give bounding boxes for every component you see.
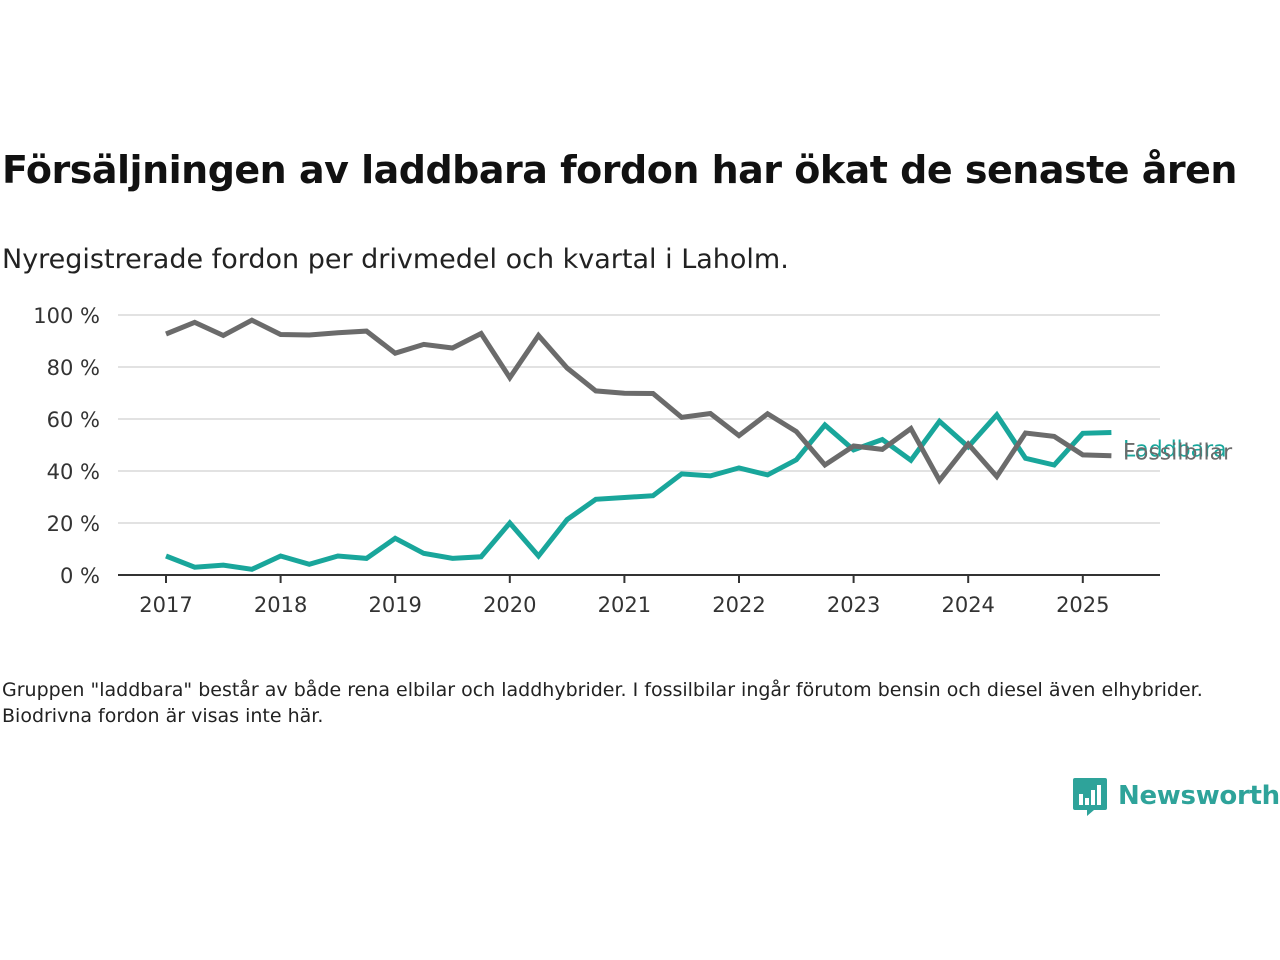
x-tick-label: 2019 [368,593,421,617]
series-label-laddbara: Laddbara [1123,438,1227,463]
x-tick-label: 2020 [483,593,536,617]
x-tick-label: 2024 [941,593,994,617]
y-tick-label: 100 % [33,304,100,328]
x-tick-label: 2021 [598,593,651,617]
x-axis: 2017 2018 2019 2020 2021 2022 2023 2024 2025 [118,574,1160,617]
brand-logo[interactable]: Newsworthy [1072,776,1280,816]
series-label-fossilbilar: Fossilbilar [1123,441,1233,466]
y-tick-label: 60 % [47,408,100,432]
y-axis: 0 % 20 % 40 % 60 % 80 % 100 % [33,304,100,588]
grid-lines [118,314,1160,524]
y-tick-label: 80 % [47,356,100,380]
x-tick-label: 2018 [254,593,307,617]
series-line-laddbara [165,410,1112,572]
y-tick-label: 0 % [60,564,100,588]
x-tick-label: 2025 [1056,593,1109,617]
line-chart: 0 % 20 % 40 % 60 % 80 % 100 % 2017 2018 2019 202… [33,304,1233,617]
chart-subtitle: Nyregistrerade fordon per drivmedel och … [2,244,789,275]
x-tick-label: 2022 [712,593,765,617]
x-tick-label: 2017 [139,593,192,617]
series-line-fossilbilar [165,317,1112,485]
series-lines [165,317,1112,572]
y-tick-label: 40 % [47,460,100,484]
x-tick-label: 2023 [827,593,880,617]
chart-title: Försäljningen av laddbara fordon har öka… [2,148,1237,192]
y-tick-label: 20 % [47,512,100,536]
brand-name: Newsworthy [1118,781,1280,811]
chart-footnote: Gruppen "laddbara" består av både rena e… [2,679,1203,727]
newsworthy-logo-icon [1073,778,1107,816]
